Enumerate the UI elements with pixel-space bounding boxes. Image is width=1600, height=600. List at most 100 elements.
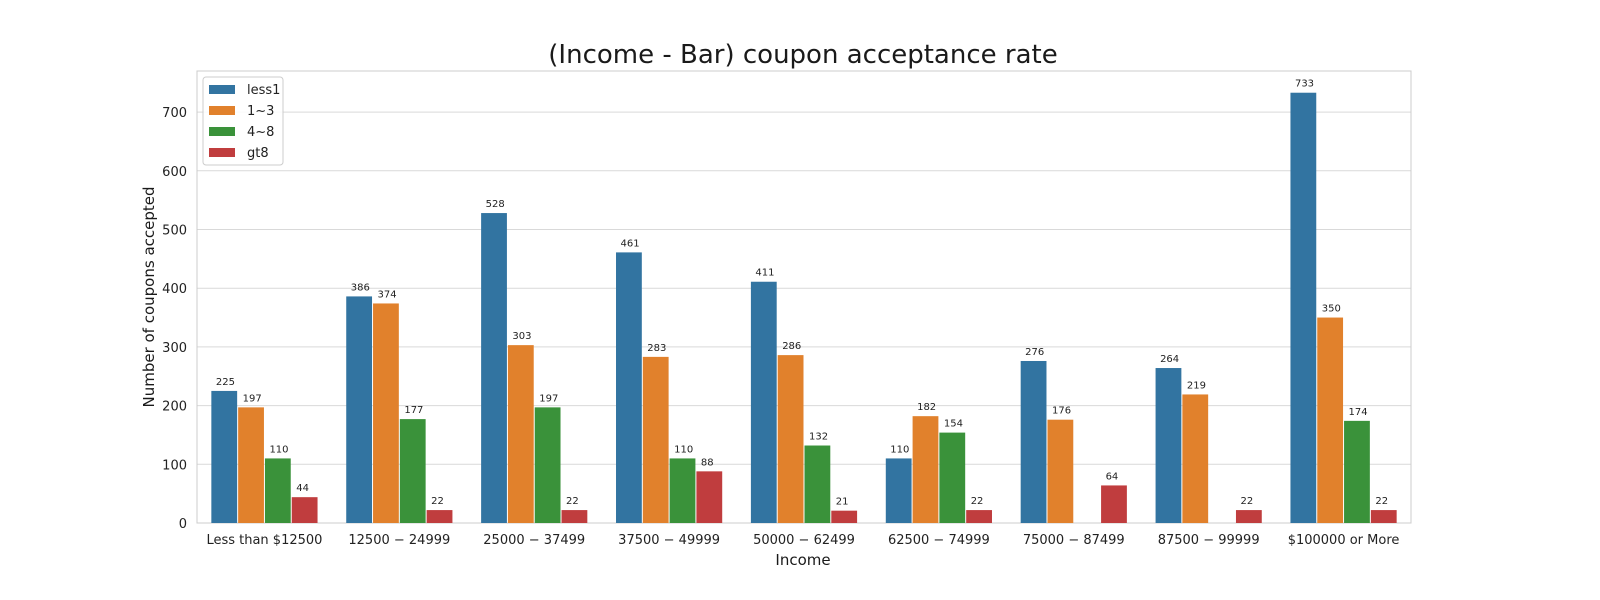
data-label: 374	[378, 289, 397, 300]
bar-less1-3	[616, 252, 642, 523]
legend-label-gt8: gt8	[247, 146, 269, 161]
data-label: 22	[1375, 496, 1388, 507]
bar-gt8-2	[561, 510, 588, 523]
x-tick-label: 87500 − 99999	[1158, 533, 1260, 548]
data-label: 88	[701, 457, 714, 468]
bar-4~8-2	[534, 407, 561, 523]
data-label: 303	[512, 331, 531, 342]
bar-1~3-8	[1317, 317, 1344, 523]
data-label: 21	[836, 497, 849, 508]
bar-gt8-4	[831, 510, 858, 523]
legend-label-less1: less1	[247, 83, 280, 98]
data-label: 411	[755, 268, 774, 279]
y-tick-labels: 0 100 200 300 400 500 600 700	[162, 106, 187, 532]
bar-4~8-0	[264, 458, 291, 523]
legend-box	[202, 76, 284, 166]
y-tick-label: 700	[162, 106, 187, 121]
data-label: 225	[216, 377, 235, 388]
bar-less1-4	[750, 281, 777, 523]
data-label: 283	[647, 343, 666, 354]
bar-1~3-6	[1047, 419, 1074, 523]
y-tick-label: 0	[179, 517, 187, 532]
y-axis-label: Number of coupons accepted	[140, 186, 158, 407]
bar-less1-6	[1020, 360, 1047, 523]
bar-1~3-1	[373, 303, 399, 523]
data-label: 174	[1349, 407, 1368, 418]
bar-gt8-1	[426, 510, 453, 523]
x-tick-label: 25000 − 37499	[483, 533, 585, 548]
legend-swatch-less1	[209, 85, 235, 94]
data-label: 110	[890, 444, 909, 455]
bar-1~3-5	[912, 416, 939, 523]
bar-less1-0	[211, 390, 238, 523]
data-label: 197	[243, 393, 262, 404]
bars-group	[211, 92, 1397, 524]
bar-less1-5	[885, 458, 912, 523]
x-tick-label: 50000 − 62499	[753, 533, 855, 548]
data-label: 110	[269, 444, 288, 455]
data-label: 219	[1187, 380, 1206, 391]
bar-gt8-8	[1370, 510, 1397, 523]
bar-1~3-3	[642, 356, 669, 523]
data-label: 461	[621, 238, 640, 249]
data-label: 44	[296, 483, 309, 494]
data-label: 386	[351, 282, 370, 293]
data-label: 733	[1295, 79, 1314, 90]
legend: less1 1~3 4~8 gt8	[202, 76, 284, 166]
bar-gt8-7	[1235, 510, 1262, 523]
bar-less1-7	[1155, 368, 1182, 523]
data-label: 154	[944, 419, 963, 430]
legend-label-1~3: 1~3	[247, 104, 274, 119]
grid-lines	[197, 111, 1411, 524]
bar-gt8-6	[1101, 485, 1127, 523]
data-label: 132	[809, 432, 828, 443]
x-tick-labels: Less than $12500 12500 − 24999 25000 − 374…	[206, 533, 1399, 548]
bar-less1-1	[346, 296, 373, 523]
x-tick-label: 75000 − 87499	[1023, 533, 1125, 548]
bar-1~3-0	[238, 407, 264, 523]
bar-4~8-5	[939, 432, 966, 523]
x-axis-label: Income	[775, 551, 830, 569]
bar-gt8-0	[291, 497, 318, 523]
y-tick-label: 100	[162, 458, 187, 473]
bar-1~3-7	[1182, 394, 1209, 523]
data-label: 182	[917, 402, 936, 413]
bar-4~8-4	[804, 445, 831, 523]
y-tick-label: 500	[162, 223, 187, 238]
legend-swatch-gt8	[209, 148, 235, 157]
data-label: 177	[404, 405, 423, 416]
chart-title: (Income - Bar) coupon acceptance rate	[548, 40, 1057, 70]
y-tick-label: 200	[162, 400, 187, 415]
x-tick-label: 62500 − 74999	[888, 533, 990, 548]
data-label: 22	[1240, 496, 1253, 507]
data-label: 286	[782, 341, 801, 352]
bar-1~3-4	[777, 355, 804, 523]
bar-gt8-3	[696, 471, 723, 523]
x-tick-label: $100000 or More	[1288, 533, 1400, 548]
bar-4~8-8	[1344, 420, 1370, 523]
bar-1~3-2	[507, 345, 534, 523]
x-tick-label: 12500 − 24999	[348, 533, 450, 548]
legend-swatch-1~3	[209, 106, 235, 115]
bar-4~8-3	[669, 458, 696, 523]
data-label: 197	[539, 393, 558, 404]
y-tick-label: 300	[162, 341, 187, 356]
y-tick-label: 400	[162, 282, 187, 297]
data-label: 264	[1160, 354, 1179, 365]
bar-gt8-5	[966, 510, 992, 523]
data-label: 22	[566, 496, 579, 507]
bar-less1-8	[1290, 92, 1317, 523]
data-label: 64	[1106, 471, 1119, 482]
legend-swatch-4~8	[209, 127, 235, 136]
bar-less1-2	[481, 213, 507, 524]
data-label: 22	[431, 496, 444, 507]
x-tick-label: Less than $12500	[206, 533, 322, 548]
legend-label-4~8: 4~8	[247, 125, 274, 140]
x-tick-label: 37500 − 49999	[618, 533, 720, 548]
data-label: 176	[1052, 406, 1071, 417]
data-labels-group: 225 197 110 44 386 374 177 22 528 303 197 22 461 283 1…	[216, 79, 1388, 508]
data-label: 528	[486, 199, 505, 210]
bar-4~8-1	[399, 419, 426, 523]
data-label: 22	[971, 496, 984, 507]
